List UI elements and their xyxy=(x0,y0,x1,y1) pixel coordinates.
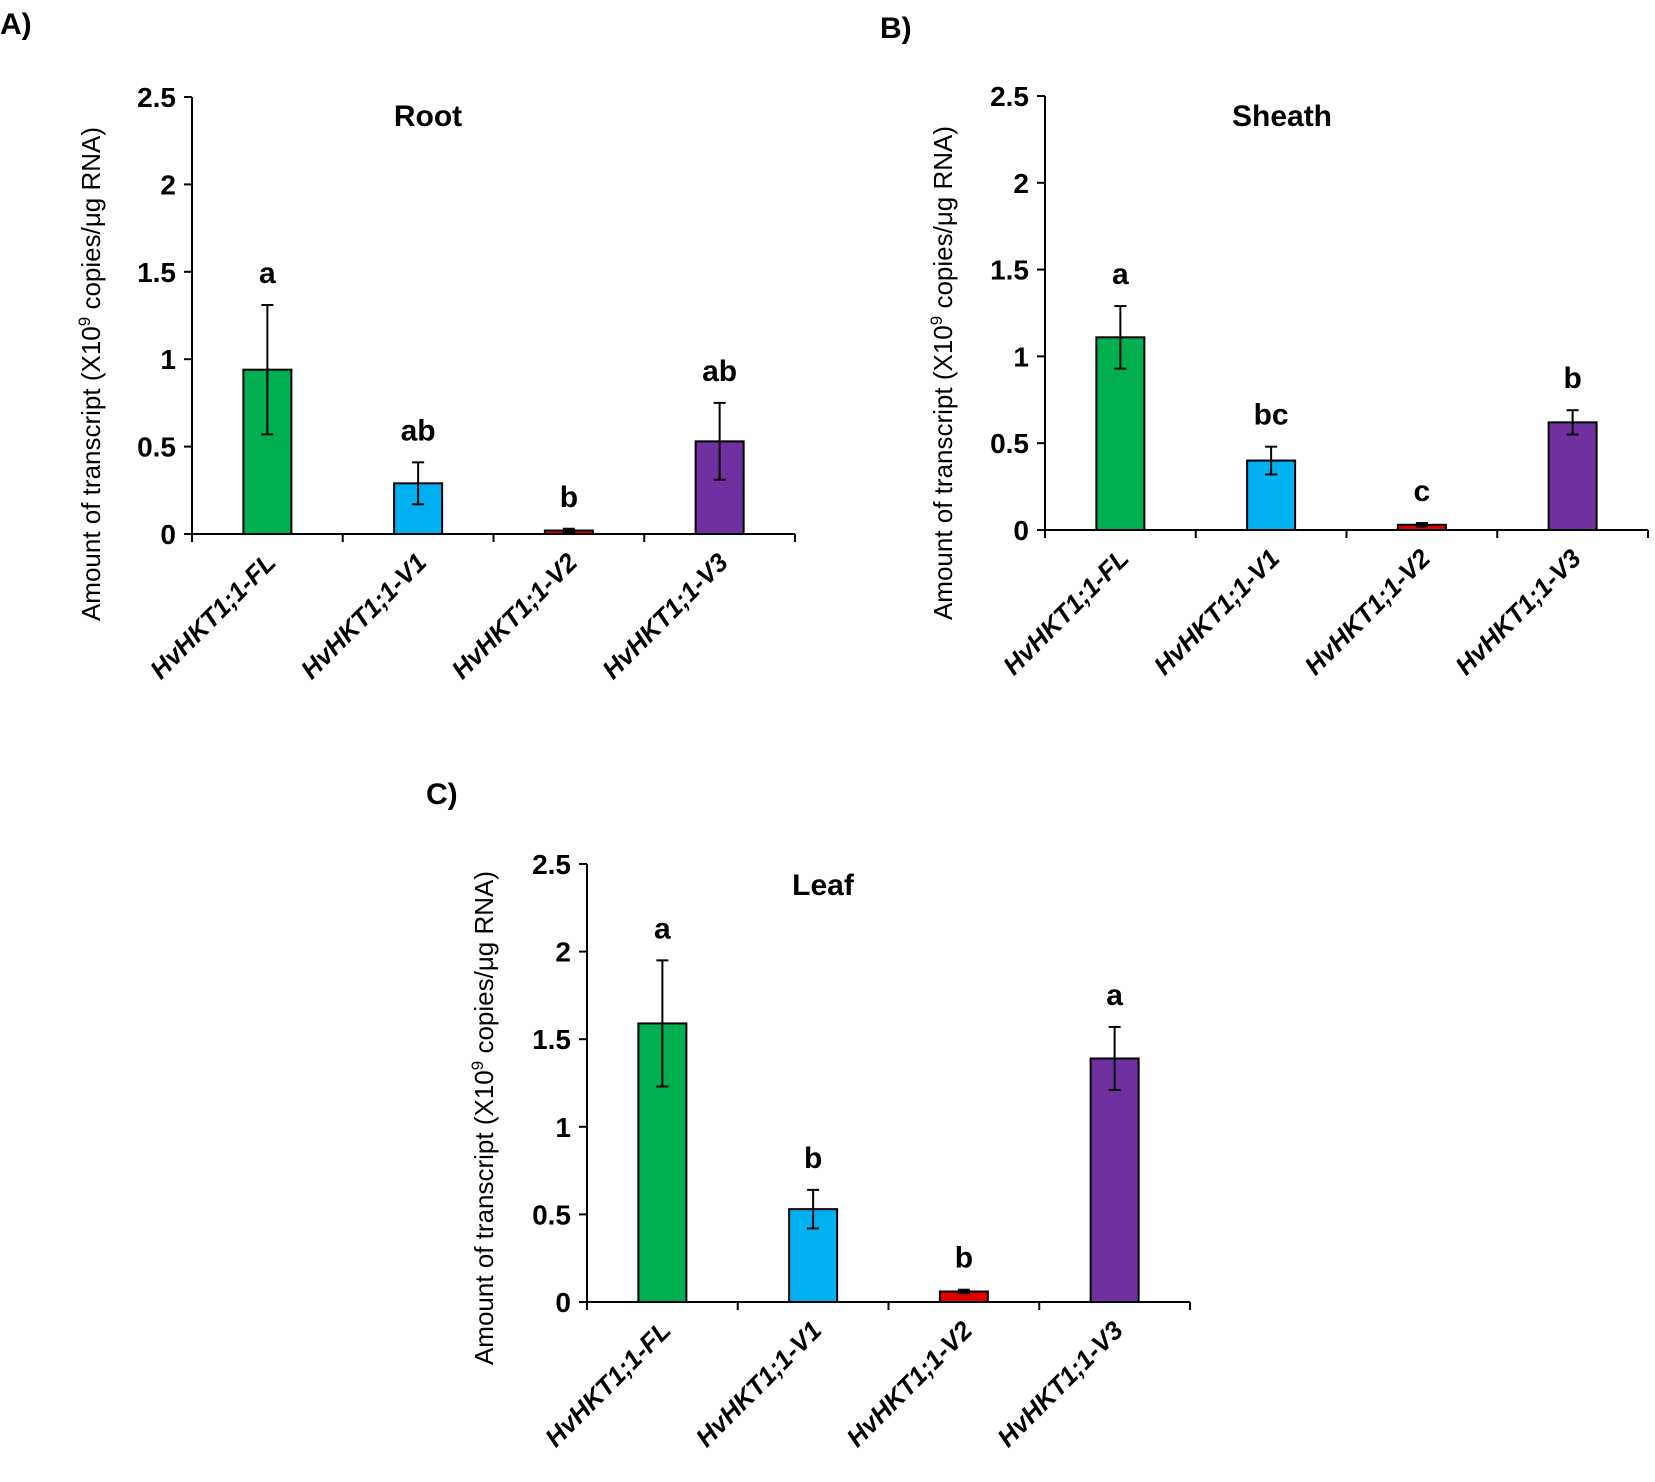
error-bar-fl xyxy=(1114,305,1127,370)
significance-label: a xyxy=(654,912,671,945)
error-bar-v1 xyxy=(412,461,425,506)
category-label: HvHKT1;1-V2 xyxy=(840,1315,978,1453)
y-tick-label: 2 xyxy=(1013,168,1029,199)
error-bar-fl xyxy=(656,959,669,1088)
y-axis-label: Amount of transcript (X109 copies/μg RNA… xyxy=(927,126,958,620)
category-label: HvHKT1;1-V1 xyxy=(690,1315,828,1453)
panel-letter: A) xyxy=(0,8,32,41)
y-tick-label: 1 xyxy=(160,344,176,375)
error-bar-v2 xyxy=(562,527,575,534)
panel-letter: C) xyxy=(426,778,458,811)
y-tick-label: 2 xyxy=(160,169,176,200)
bar-v3 xyxy=(1547,421,1598,532)
y-tick-label: 1.5 xyxy=(532,1024,571,1055)
y-axis-label: Amount of transcript (X109 copies/μg RNA… xyxy=(468,871,499,1365)
y-tick-label: 0.5 xyxy=(532,1199,571,1230)
chart-title: Sheath xyxy=(1232,100,1332,133)
category-label: HvHKT1;1-FL xyxy=(539,1315,677,1453)
error-bar-v3 xyxy=(1108,1025,1121,1092)
significance-label: b xyxy=(560,481,578,514)
significance-label: a xyxy=(259,257,276,290)
y-tick-label: 0 xyxy=(160,519,176,550)
significance-label: b xyxy=(804,1142,822,1175)
category-label: HvHKT1;1-V3 xyxy=(596,547,734,685)
category-label: HvHKT1;1-V1 xyxy=(1148,543,1286,681)
category-label: HvHKT1;1-V3 xyxy=(991,1315,1129,1453)
category-label: HvHKT1;1-V2 xyxy=(445,547,583,685)
error-bar-v1 xyxy=(1265,445,1278,476)
error-bar-v1 xyxy=(807,1188,820,1230)
y-tick-label: 0 xyxy=(555,1287,571,1318)
significance-label: c xyxy=(1414,475,1431,508)
significance-label: b xyxy=(1563,362,1581,395)
y-tick-label: 2.5 xyxy=(137,82,176,113)
y-tick-label: 0.5 xyxy=(137,432,176,463)
y-tick-label: 2.5 xyxy=(990,81,1029,112)
panel-letter: B) xyxy=(880,12,912,45)
significance-label: a xyxy=(1112,258,1129,291)
y-tick-label: 0 xyxy=(1013,515,1029,546)
y-tick-label: 1.5 xyxy=(137,257,176,288)
significance-label: a xyxy=(1106,979,1123,1012)
category-label: HvHKT1;1-V2 xyxy=(1298,543,1436,681)
error-bar-v3 xyxy=(1566,409,1579,436)
significance-label: b xyxy=(955,1242,973,1275)
category-label: HvHKT1;1-V3 xyxy=(1449,543,1587,681)
error-bar-v2 xyxy=(1415,522,1428,528)
error-bar-v2 xyxy=(957,1288,970,1295)
chart-title: Root xyxy=(394,100,462,133)
category-label: HvHKT1;1-FL xyxy=(997,543,1135,681)
y-tick-label: 2.5 xyxy=(532,849,571,880)
bar-v3 xyxy=(1089,1057,1140,1304)
y-tick-label: 1 xyxy=(555,1112,571,1143)
y-tick-label: 0.5 xyxy=(990,428,1029,459)
significance-label: ab xyxy=(401,414,436,447)
chart-panel-leaf: C) Leaf Amount of transcript (X109 copies/… xyxy=(426,778,1191,1453)
bar-fl xyxy=(242,368,293,535)
error-bar-v3 xyxy=(713,401,726,481)
significance-label: ab xyxy=(702,355,737,388)
chart-panel-root: A) Root Amount of transcript (X109 copies/… xyxy=(0,8,796,685)
y-tick-label: 1 xyxy=(1013,341,1029,372)
y-tick-label: 1.5 xyxy=(990,255,1029,286)
y-axis-label: Amount of transcript (X109 copies/μg RNA… xyxy=(75,127,106,621)
y-tick-label: 2 xyxy=(555,937,571,968)
chart-panel-sheath: B) Sheath Amount of transcript (X109 copie… xyxy=(880,12,1649,681)
category-label: HvHKT1;1-FL xyxy=(144,547,282,685)
error-bar-fl xyxy=(261,304,274,436)
chart-title: Leaf xyxy=(792,869,855,902)
category-label: HvHKT1;1-V1 xyxy=(295,547,433,685)
significance-label: bc xyxy=(1254,399,1289,432)
